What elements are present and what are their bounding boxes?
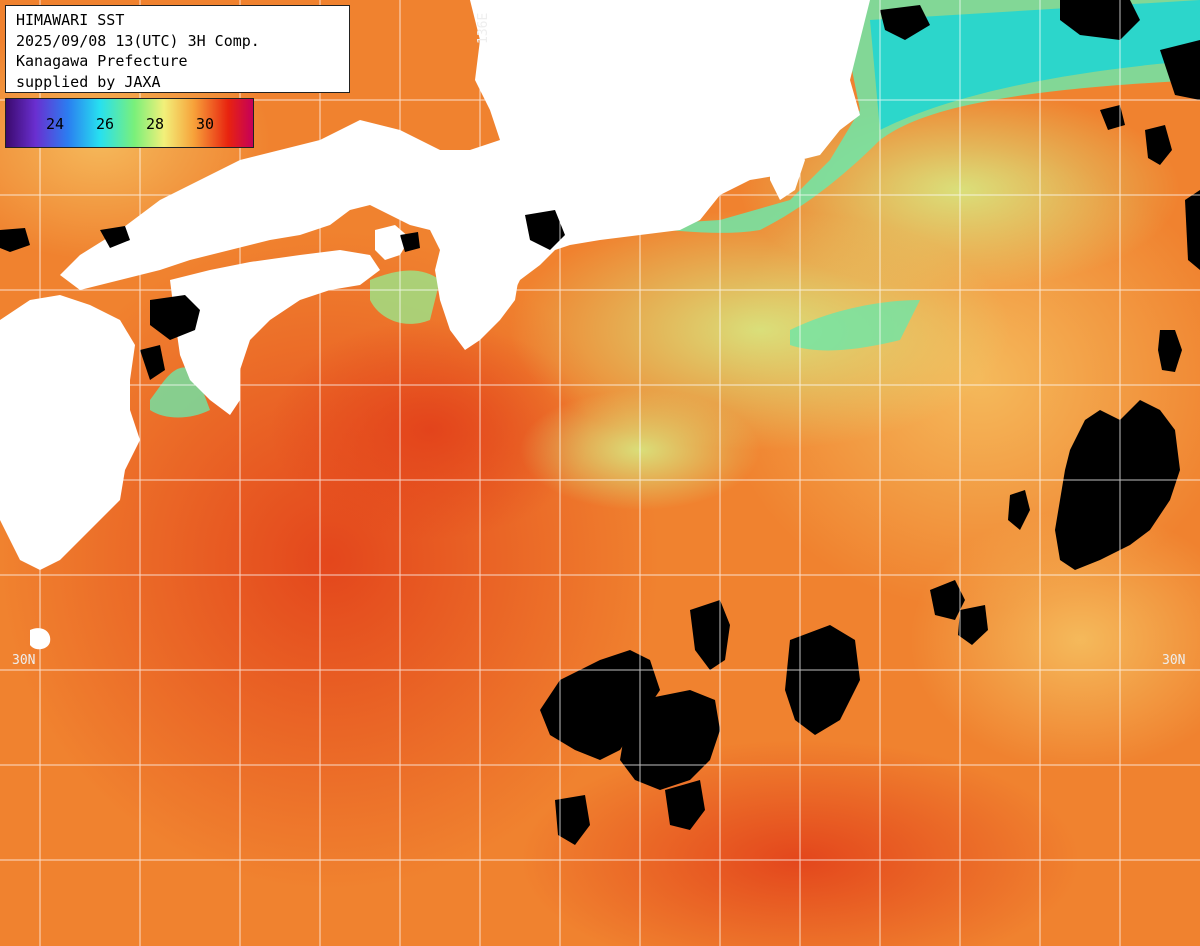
product-datetime: 2025/09/08 13(UTC) 3H Comp. (16, 31, 260, 50)
product-source: supplied by JAXA (16, 72, 161, 91)
scale-label-28: 28 (146, 115, 165, 133)
no-data-mask (0, 0, 1200, 845)
color-scale-bar (6, 99, 253, 147)
land-islet (8, 376, 31, 405)
land-honshu-west (60, 0, 870, 310)
longitude-label-136e: 136E (476, 12, 491, 44)
latitude-label-30n-right: 30N (1162, 653, 1186, 668)
warm-water-region (270, 320, 590, 540)
latitude-label-30n-left: 30N (12, 653, 36, 668)
land-kyushu (0, 295, 140, 570)
land-izu-peninsula (770, 140, 805, 200)
info-panel: HIMAWARI SST 2025/09/08 13(UTC) 3H Comp.… (5, 5, 350, 93)
land-islet (472, 155, 495, 179)
color-scale: 24 26 28 30 (5, 98, 254, 148)
land-shikoku (170, 250, 380, 415)
cold-coastal-band (790, 300, 920, 351)
land-honshu-inner (480, 0, 580, 110)
scale-label-24: 24 (46, 115, 65, 133)
cold-coastal-band (370, 270, 440, 324)
land-kii-peninsula (435, 245, 520, 350)
scale-label-26: 26 (96, 115, 115, 133)
product-provider: Kanagawa Prefecture (16, 52, 188, 70)
land-awaji (375, 225, 410, 260)
product-title: HIMAWARI SST (16, 11, 125, 29)
scale-label-30: 30 (196, 115, 215, 133)
